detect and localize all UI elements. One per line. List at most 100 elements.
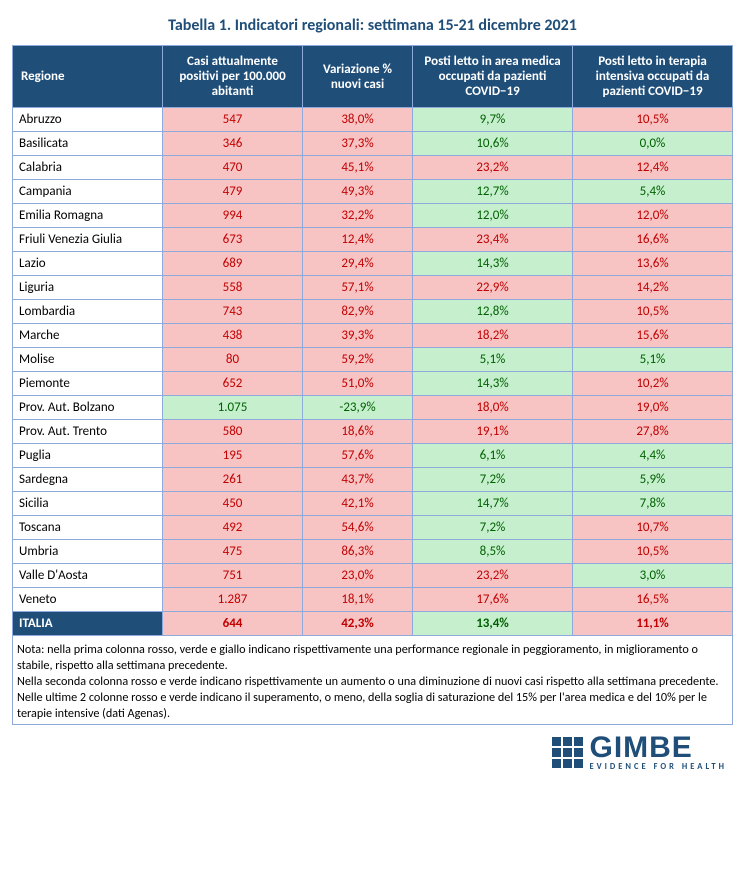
cell-variazione: 23,0% xyxy=(303,564,413,588)
cell-terapia-intensiva: 10,2% xyxy=(573,372,733,396)
table-row: Basilicata34637,3%10,6%0,0% xyxy=(13,132,733,156)
cell-variazione: 59,2% xyxy=(303,348,413,372)
cell-terapia-intensiva: 16,6% xyxy=(573,228,733,252)
cell-variazione: 29,4% xyxy=(303,252,413,276)
cell-area-medica: 14,3% xyxy=(413,372,573,396)
region-cell: Lombardia xyxy=(13,300,163,324)
table-row: Lombardia74382,9%12,8%10,5% xyxy=(13,300,733,324)
cell-area-medica: 7,2% xyxy=(413,516,573,540)
cell-terapia-intensiva: 12,4% xyxy=(573,156,733,180)
cell-casi: 475 xyxy=(163,540,303,564)
region-cell: Piemonte xyxy=(13,372,163,396)
cell-terapia-intensiva: 5,1% xyxy=(573,348,733,372)
region-cell: Emilia Romagna xyxy=(13,204,163,228)
total-variazione: 42,3% xyxy=(303,612,413,636)
region-cell: Marche xyxy=(13,324,163,348)
cell-casi: 492 xyxy=(163,516,303,540)
cell-variazione: 18,1% xyxy=(303,588,413,612)
cell-variazione: 51,0% xyxy=(303,372,413,396)
cell-terapia-intensiva: 3,0% xyxy=(573,564,733,588)
cell-area-medica: 23,4% xyxy=(413,228,573,252)
table-note: Nota: nella prima colonna rosso, verde e… xyxy=(12,636,733,725)
cell-variazione: 12,4% xyxy=(303,228,413,252)
table-row: Puglia19557,6%6,1%4,4% xyxy=(13,444,733,468)
cell-terapia-intensiva: 5,4% xyxy=(573,180,733,204)
cell-variazione: 57,1% xyxy=(303,276,413,300)
cell-casi: 547 xyxy=(163,108,303,132)
table-row: Marche43839,3%18,2%15,6% xyxy=(13,324,733,348)
cell-casi: 558 xyxy=(163,276,303,300)
cell-variazione: 43,7% xyxy=(303,468,413,492)
table-row: Calabria47045,1%23,2%12,4% xyxy=(13,156,733,180)
table-row: Sicilia45042,1%14,7%7,8% xyxy=(13,492,733,516)
cell-casi: 994 xyxy=(163,204,303,228)
col-header-terapia-intensiva: Posti letto in terapia intensiva occupat… xyxy=(573,46,733,108)
cell-casi: 261 xyxy=(163,468,303,492)
cell-area-medica: 9,7% xyxy=(413,108,573,132)
table-title: Tabella 1. Indicatori regionali: settima… xyxy=(12,16,733,35)
cell-terapia-intensiva: 10,5% xyxy=(573,108,733,132)
cell-variazione: 37,3% xyxy=(303,132,413,156)
cell-area-medica: 6,1% xyxy=(413,444,573,468)
cell-casi: 470 xyxy=(163,156,303,180)
table-row: Friuli Venezia Giulia67312,4%23,4%16,6% xyxy=(13,228,733,252)
cell-variazione: 38,0% xyxy=(303,108,413,132)
cell-variazione: 86,3% xyxy=(303,540,413,564)
table-row: Veneto1.28718,1%17,6%16,5% xyxy=(13,588,733,612)
total-area-medica: 13,4% xyxy=(413,612,573,636)
cell-area-medica: 14,3% xyxy=(413,252,573,276)
region-cell: Sardegna xyxy=(13,468,163,492)
cell-variazione: 42,1% xyxy=(303,492,413,516)
cell-casi: 195 xyxy=(163,444,303,468)
total-terapia-intensiva: 11,1% xyxy=(573,612,733,636)
table-row: Campania47949,3%12,7%5,4% xyxy=(13,180,733,204)
col-header-area-medica: Posti letto in area medica occupati da p… xyxy=(413,46,573,108)
region-cell: Sicilia xyxy=(13,492,163,516)
region-cell: Basilicata xyxy=(13,132,163,156)
cell-casi: 743 xyxy=(163,300,303,324)
cell-casi: 479 xyxy=(163,180,303,204)
cell-area-medica: 14,7% xyxy=(413,492,573,516)
cell-area-medica: 5,1% xyxy=(413,348,573,372)
gimbe-logo: GIMBE EVIDENCE FOR HEALTH xyxy=(552,733,727,772)
cell-terapia-intensiva: 0,0% xyxy=(573,132,733,156)
cell-casi: 689 xyxy=(163,252,303,276)
cell-casi: 673 xyxy=(163,228,303,252)
region-cell: Valle D'Aosta xyxy=(13,564,163,588)
cell-casi: 1.075 xyxy=(163,396,303,420)
table-row: Prov. Aut. Bolzano1.075-23,9%18,0%19,0% xyxy=(13,396,733,420)
cell-variazione: 32,2% xyxy=(303,204,413,228)
cell-terapia-intensiva: 16,5% xyxy=(573,588,733,612)
cell-variazione: 45,1% xyxy=(303,156,413,180)
indicators-table: Regione Casi attualmente positivi per 10… xyxy=(12,45,733,636)
cell-variazione: 49,3% xyxy=(303,180,413,204)
cell-area-medica: 12,8% xyxy=(413,300,573,324)
cell-terapia-intensiva: 27,8% xyxy=(573,420,733,444)
cell-area-medica: 19,1% xyxy=(413,420,573,444)
cell-variazione: 57,6% xyxy=(303,444,413,468)
region-cell: Prov. Aut. Trento xyxy=(13,420,163,444)
table-row: Piemonte65251,0%14,3%10,2% xyxy=(13,372,733,396)
table-row: Abruzzo54738,0%9,7%10,5% xyxy=(13,108,733,132)
total-casi: 644 xyxy=(163,612,303,636)
region-cell: Prov. Aut. Bolzano xyxy=(13,396,163,420)
cell-variazione: 18,6% xyxy=(303,420,413,444)
cell-area-medica: 7,2% xyxy=(413,468,573,492)
col-header-variazione: Variazione % nuovi casi xyxy=(303,46,413,108)
cell-variazione: -23,9% xyxy=(303,396,413,420)
logo-main-text: GIMBE xyxy=(589,733,727,763)
region-cell: Umbria xyxy=(13,540,163,564)
cell-terapia-intensiva: 12,0% xyxy=(573,204,733,228)
cell-terapia-intensiva: 19,0% xyxy=(573,396,733,420)
cell-variazione: 39,3% xyxy=(303,324,413,348)
cell-casi: 450 xyxy=(163,492,303,516)
cell-casi: 80 xyxy=(163,348,303,372)
cell-area-medica: 23,2% xyxy=(413,564,573,588)
cell-terapia-intensiva: 15,6% xyxy=(573,324,733,348)
cell-casi: 751 xyxy=(163,564,303,588)
table-row: Umbria47586,3%8,5%10,5% xyxy=(13,540,733,564)
cell-casi: 438 xyxy=(163,324,303,348)
table-row: Molise8059,2%5,1%5,1% xyxy=(13,348,733,372)
region-cell: Liguria xyxy=(13,276,163,300)
col-header-regione: Regione xyxy=(13,46,163,108)
